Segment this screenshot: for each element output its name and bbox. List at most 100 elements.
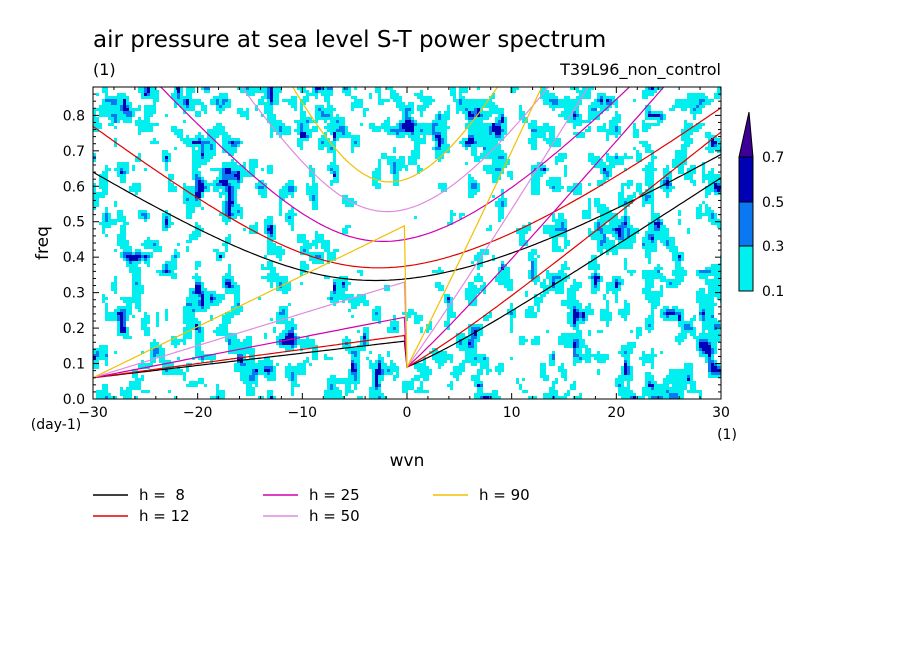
heat-cell [576, 111, 579, 114]
heat-cell [519, 117, 522, 120]
heat-cell [504, 270, 507, 273]
heat-cell [612, 285, 615, 288]
heat-cell [477, 135, 480, 138]
heat-cell [318, 114, 321, 117]
heat-cell [330, 180, 333, 183]
heat-cell [408, 312, 411, 315]
heat-cell [321, 243, 324, 246]
heat-cell [159, 273, 162, 276]
heat-cell [597, 96, 600, 99]
heat-cell [630, 240, 633, 243]
heat-cell [105, 102, 108, 105]
heat-cell [132, 300, 135, 303]
heat-cell [204, 180, 207, 183]
heat-cell [138, 183, 141, 186]
heat-cell [618, 120, 621, 123]
heat-cell [456, 102, 459, 105]
heat-cell [273, 123, 276, 126]
heat-cell [603, 99, 606, 102]
heat-cell [549, 273, 552, 276]
heat-cell [606, 252, 609, 255]
heat-cell [570, 309, 573, 312]
heat-cell [525, 228, 528, 231]
heat-cell [714, 303, 717, 306]
heat-cell [147, 261, 150, 264]
heat-cell [258, 189, 261, 192]
heat-cell [561, 153, 564, 156]
heat-cell [597, 267, 600, 270]
heat-cell [375, 171, 378, 174]
heat-cell [297, 87, 300, 90]
heat-cell [507, 273, 510, 276]
heat-cell [681, 270, 684, 273]
heat-cell [471, 189, 474, 192]
heat-cell [117, 111, 120, 114]
heat-cell [531, 267, 534, 270]
heat-cell [114, 102, 117, 105]
heat-cell [180, 105, 183, 108]
heat-cell [222, 144, 225, 147]
heat-cell [162, 213, 165, 216]
heat-cell [117, 243, 120, 246]
heat-cell [531, 264, 534, 267]
heat-cell [597, 231, 600, 234]
heat-cell [576, 117, 579, 120]
heat-cell [117, 96, 120, 99]
heat-cell [225, 318, 228, 321]
heat-cell [111, 318, 114, 321]
heat-cell [399, 165, 402, 168]
heat-cell [201, 192, 204, 195]
heat-cell [198, 177, 201, 180]
heat-cell [576, 312, 579, 315]
heat-cell [492, 102, 495, 105]
heat-cell [549, 132, 552, 135]
heat-cell [636, 189, 639, 192]
heat-cell [315, 90, 318, 93]
heat-cell [339, 126, 342, 129]
heat-cell [708, 300, 711, 303]
heat-cell [324, 243, 327, 246]
heat-cell [645, 141, 648, 144]
heat-cell [498, 198, 501, 201]
heat-cell [588, 309, 591, 312]
heat-cell [498, 114, 501, 117]
heat-cell [270, 129, 273, 132]
heat-cell [309, 258, 312, 261]
heat-cell [114, 315, 117, 318]
heat-cell [651, 273, 654, 276]
heat-cell [600, 159, 603, 162]
heat-cell [561, 291, 564, 294]
heat-cell [225, 285, 228, 288]
heat-cell [465, 108, 468, 111]
heat-cell [447, 108, 450, 111]
heat-cell [189, 201, 192, 204]
heat-cell [234, 171, 237, 174]
heat-cell [564, 246, 567, 249]
heat-cell [213, 186, 216, 189]
heat-cell [474, 150, 477, 153]
heat-cell [138, 216, 141, 219]
heat-cell [408, 111, 411, 114]
heat-cell [450, 93, 453, 96]
heat-cell [120, 99, 123, 102]
heat-cell [468, 120, 471, 123]
heat-cell [705, 102, 708, 105]
heat-cell [219, 255, 222, 258]
heat-cell [528, 312, 531, 315]
heat-cell [675, 150, 678, 153]
heat-cell [648, 201, 651, 204]
heat-cell [483, 123, 486, 126]
heat-cell [708, 291, 711, 294]
heat-cell [93, 108, 96, 111]
heat-cell [570, 303, 573, 306]
heat-cell [648, 90, 651, 93]
heat-cell [474, 159, 477, 162]
heat-cell [105, 108, 108, 111]
heat-cell [261, 87, 264, 90]
heat-cell [585, 318, 588, 321]
heat-cell [420, 105, 423, 108]
heat-cell [162, 153, 165, 156]
heat-cell [300, 240, 303, 243]
heat-cell [651, 318, 654, 321]
heat-cell [198, 132, 201, 135]
